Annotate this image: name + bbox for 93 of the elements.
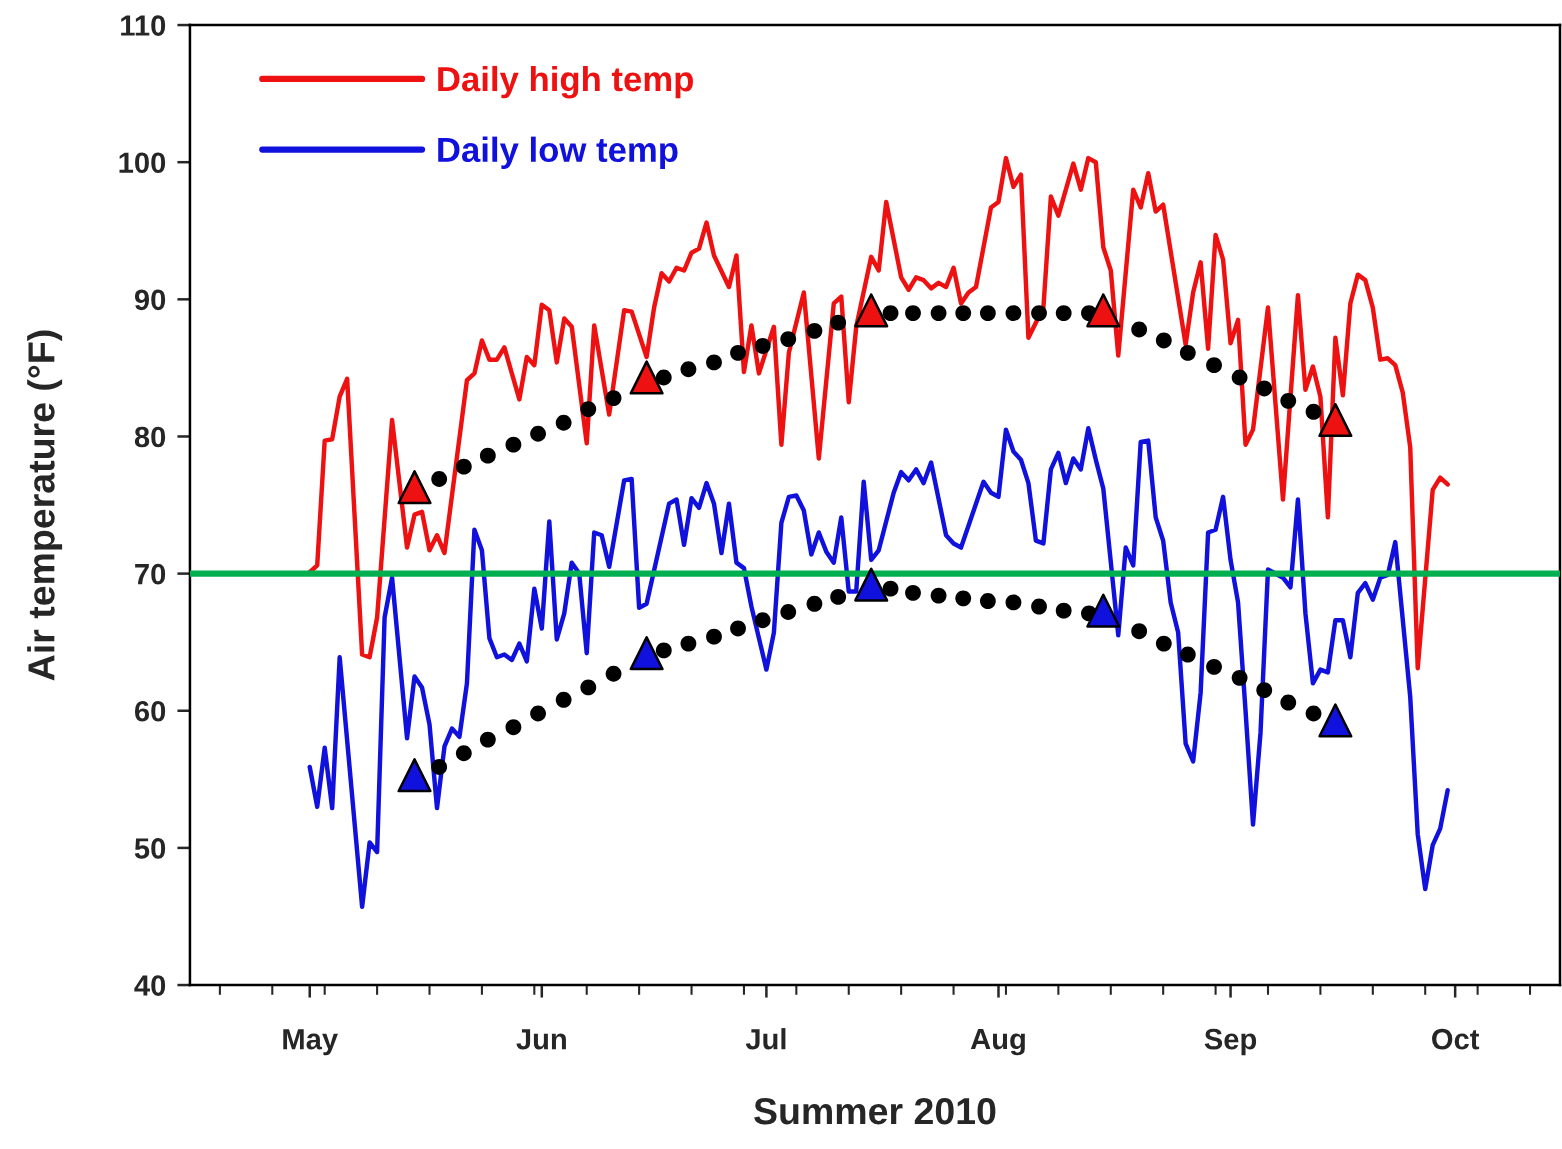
point	[1086, 293, 1121, 328]
point	[1179, 344, 1196, 361]
point	[455, 745, 472, 762]
point	[1031, 305, 1047, 321]
point	[655, 642, 672, 659]
point	[1256, 380, 1273, 397]
point	[730, 344, 746, 361]
point	[854, 567, 889, 602]
point	[1005, 594, 1022, 611]
y-tick-label: 90	[134, 289, 166, 311]
point	[1055, 602, 1072, 619]
point	[854, 293, 889, 328]
y-tick-label: 50	[134, 838, 166, 859]
point	[1280, 694, 1297, 711]
point	[830, 314, 847, 331]
x-tick-label: Oct	[1432, 1028, 1480, 1050]
point	[1131, 623, 1148, 640]
point	[706, 628, 722, 645]
point	[1231, 369, 1248, 386]
point	[905, 584, 921, 601]
y-tick-label: 80	[134, 426, 166, 448]
point	[605, 665, 622, 682]
y-tick-label: 60	[134, 700, 166, 722]
point	[1256, 682, 1273, 699]
point	[905, 305, 921, 321]
point	[397, 470, 432, 505]
point	[754, 612, 771, 629]
point	[754, 338, 771, 354]
point	[955, 590, 972, 607]
point	[479, 447, 496, 464]
point	[555, 691, 572, 708]
point	[1305, 403, 1322, 420]
point	[806, 322, 823, 339]
point	[1155, 332, 1172, 349]
x-tick-label: Jul	[745, 1028, 786, 1050]
legend-label: Daily high temp	[438, 65, 693, 99]
point	[629, 360, 664, 395]
y-axis-title: Air temperature (°F)	[27, 330, 63, 681]
point	[479, 731, 496, 748]
point	[431, 471, 448, 487]
point	[979, 593, 996, 609]
point	[629, 636, 664, 671]
point	[780, 604, 797, 620]
y-tick-label: 100	[119, 152, 166, 174]
point	[431, 759, 448, 775]
line-series	[307, 426, 1450, 910]
x-tick-label: Sep	[1204, 1028, 1257, 1056]
point	[505, 719, 522, 736]
point	[1005, 305, 1022, 321]
point	[1031, 598, 1047, 615]
point	[1305, 705, 1322, 722]
point	[979, 305, 996, 321]
point	[680, 635, 697, 652]
point	[580, 401, 597, 417]
point	[1179, 646, 1196, 663]
point	[1318, 402, 1353, 438]
point	[930, 587, 947, 604]
point	[530, 425, 546, 442]
point	[730, 620, 746, 637]
point	[530, 705, 546, 722]
point	[1231, 669, 1248, 686]
x-tick-label: Aug	[970, 1029, 1025, 1056]
point	[555, 414, 572, 431]
point	[1155, 635, 1172, 652]
point	[1131, 321, 1148, 338]
y-tick-label: 40	[134, 975, 166, 996]
x-tick-label: May	[283, 1029, 338, 1056]
x-tick-label: Jun	[516, 1029, 566, 1050]
point	[1206, 658, 1222, 675]
point	[680, 361, 697, 378]
y-tick-label: 70	[135, 563, 166, 585]
y-tick-label: 110	[121, 15, 166, 36]
point	[780, 331, 797, 348]
x-axis-title: Summer 2010	[754, 1097, 996, 1125]
point	[605, 390, 622, 406]
point	[882, 580, 899, 597]
point	[955, 305, 972, 321]
point	[1206, 357, 1222, 374]
point	[806, 595, 823, 612]
point	[580, 679, 597, 696]
point	[830, 589, 847, 605]
point	[706, 354, 722, 371]
legend-label: Daily low temp	[438, 136, 678, 169]
point	[1055, 305, 1072, 321]
point	[1086, 593, 1121, 628]
point	[455, 458, 472, 475]
point	[655, 369, 672, 386]
point	[930, 305, 947, 321]
point	[882, 305, 899, 321]
point	[505, 436, 522, 453]
point	[1280, 392, 1297, 409]
point	[1318, 703, 1353, 738]
point	[397, 758, 432, 793]
